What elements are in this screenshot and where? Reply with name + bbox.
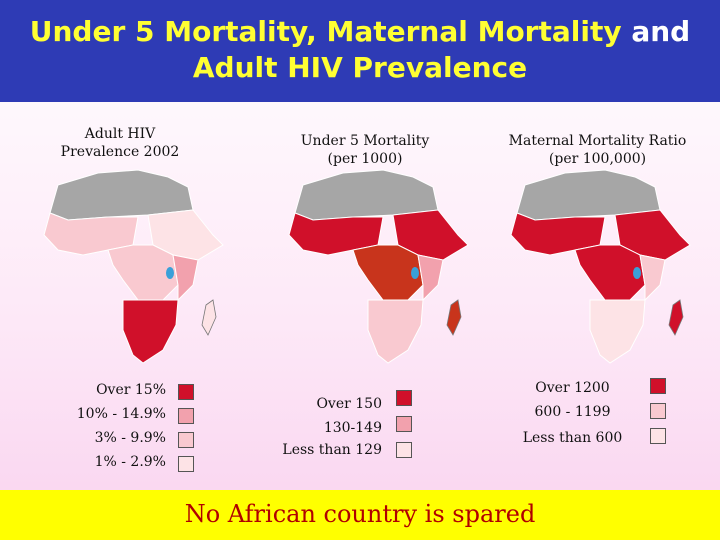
u5-mortality-map	[288, 169, 469, 364]
mmr-legend-label-1: Over 1200	[535, 380, 610, 396]
mmr-caption-line1: Maternal Mortality Ratio	[508, 133, 687, 149]
u5-caption: Under 5 Mortality (per 1000)	[280, 132, 450, 168]
u5-legend-label-1: Over 150	[316, 396, 382, 412]
u5-caption-line1: Under 5 Mortality	[300, 133, 430, 149]
hiv-caption-line2: Prevalence 2002	[60, 144, 180, 160]
central-africa-region	[574, 244, 646, 301]
title-and: and	[621, 15, 691, 48]
hiv-caption: Adult HIV Prevalence 2002	[40, 125, 200, 161]
east-africa-region	[417, 254, 444, 302]
hiv-legend-label-2: 10% - 14.9%	[76, 406, 166, 422]
title-line2: Adult HIV Prevalence	[192, 51, 528, 84]
hiv-legend-label-1: Over 15%	[96, 382, 166, 398]
mmr-legend-label-3: Less than 600	[522, 430, 623, 446]
footer-banner	[0, 490, 720, 540]
hiv-legend-label-4: 1% - 2.9%	[94, 454, 166, 470]
east-africa-region	[639, 254, 666, 302]
maternal-mortality-map	[510, 169, 691, 364]
mmr-legend-swatch-3	[650, 428, 666, 444]
madagascar-island	[201, 299, 217, 336]
hiv-legend-label-3: 3% - 9.9%	[94, 430, 166, 446]
hiv-caption-line1: Adult HIV	[84, 126, 156, 142]
hiv-legend-swatch-3	[178, 432, 194, 448]
lake-icon	[166, 267, 174, 279]
mmr-legend-label-2: 600 - 1199	[534, 404, 611, 420]
east-africa-region	[172, 254, 199, 302]
u5-legend-label-2: 130-149	[323, 420, 382, 436]
u5-legend-swatch-1	[396, 390, 412, 406]
mmr-caption-line2: (per 100,000)	[548, 151, 647, 167]
mmr-legend-swatch-1	[650, 378, 666, 394]
southern-africa-region	[122, 299, 179, 364]
mmr-caption: Maternal Mortality Ratio (per 100,000)	[490, 132, 705, 168]
central-africa-region	[352, 244, 424, 301]
southern-africa-region	[589, 299, 646, 364]
u5-legend-swatch-2	[396, 416, 412, 432]
madagascar-island	[446, 299, 462, 336]
lake-icon	[633, 267, 641, 279]
footer-text: No African country is spared	[184, 500, 536, 528]
u5-caption-line2: (per 1000)	[327, 151, 403, 167]
hiv-prevalence-map	[43, 169, 224, 364]
central-africa-region	[107, 244, 179, 301]
u5-legend-label-3: Less than 129	[282, 442, 382, 458]
southern-africa-region	[367, 299, 424, 364]
hiv-legend-swatch-4	[178, 456, 194, 472]
u5-legend-swatch-3	[396, 442, 412, 458]
mmr-legend-swatch-2	[650, 403, 666, 419]
hiv-legend-swatch-2	[178, 408, 194, 424]
madagascar-island	[668, 299, 684, 336]
title-banner	[0, 0, 720, 102]
slide-title: Under 5 Mortality, Maternal Mortality an…	[10, 14, 710, 86]
lake-icon	[411, 267, 419, 279]
title-highlight: Under 5 Mortality, Maternal Mortality	[29, 15, 622, 48]
hiv-legend-swatch-1	[178, 384, 194, 400]
